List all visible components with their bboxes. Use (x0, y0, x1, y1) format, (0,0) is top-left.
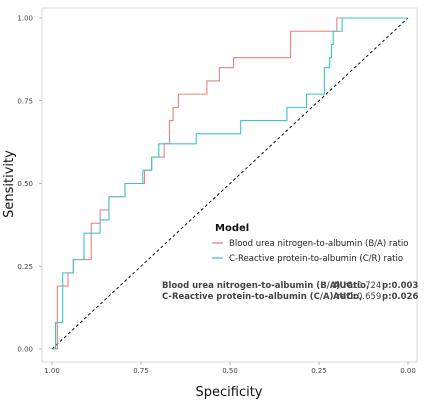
annotation-auc-value-2: 0.659 (357, 292, 381, 302)
annotation-auc-label-2: AUC: (333, 292, 356, 302)
reference-line (51, 17, 409, 350)
annotation-p-value-2: p:0.026 (382, 292, 418, 302)
legend-title: Model (215, 223, 249, 234)
legend-label-2: C-Reactive protein-to-albumin (C/R) rati… (229, 254, 403, 264)
legend: Model Blood urea nitrogen-to-albumin (B/… (212, 223, 408, 264)
y-tick-label: 1.00 (17, 15, 33, 23)
x-tick-label: 0.75 (133, 367, 149, 375)
y-axis-ticks: 0.00 0.25 0.50 0.75 1.00 (17, 15, 42, 354)
legend-label-1: Blood urea nitrogen-to-albumin (B/A) rat… (229, 239, 408, 249)
annotation-auc-value-1: 0.724 (357, 281, 381, 291)
annotation-p-value-1: p:0.003 (382, 281, 418, 291)
x-tick-label: 0.00 (400, 367, 416, 375)
y-tick-label: 0.50 (17, 180, 33, 188)
reference-diagonal (51, 17, 409, 350)
y-tick-label: 0.75 (17, 97, 33, 105)
y-axis-title: Sensitivity (2, 150, 17, 218)
annotation-name-2: C-Reactive protein-to-albumin (C/A) rati… (162, 292, 362, 302)
x-tick-label: 1.00 (44, 367, 60, 375)
annotation-name-1: Blood urea nitrogen-to-albumin (B/A) rat… (162, 281, 369, 291)
y-tick-label: 0.25 (17, 263, 33, 271)
roc-series-group (52, 17, 408, 350)
plot-border (41, 7, 418, 363)
x-axis-ticks: 1.00 0.75 0.50 0.25 0.00 (44, 362, 416, 375)
legend-entries: Blood urea nitrogen-to-albumin (B/A) rat… (212, 239, 408, 264)
x-tick-label: 0.25 (311, 367, 327, 375)
y-tick-label: 0.00 (17, 346, 33, 354)
auc-annotations: Blood urea nitrogen-to-albumin (B/A) rat… (162, 281, 418, 302)
x-axis-title: Specificity (196, 385, 263, 400)
roc-curve-series-2 (52, 17, 408, 350)
plot-panel (41, 7, 418, 363)
annotation-auc-label-1: AUC: (333, 281, 356, 291)
x-tick-label: 0.50 (222, 367, 238, 375)
